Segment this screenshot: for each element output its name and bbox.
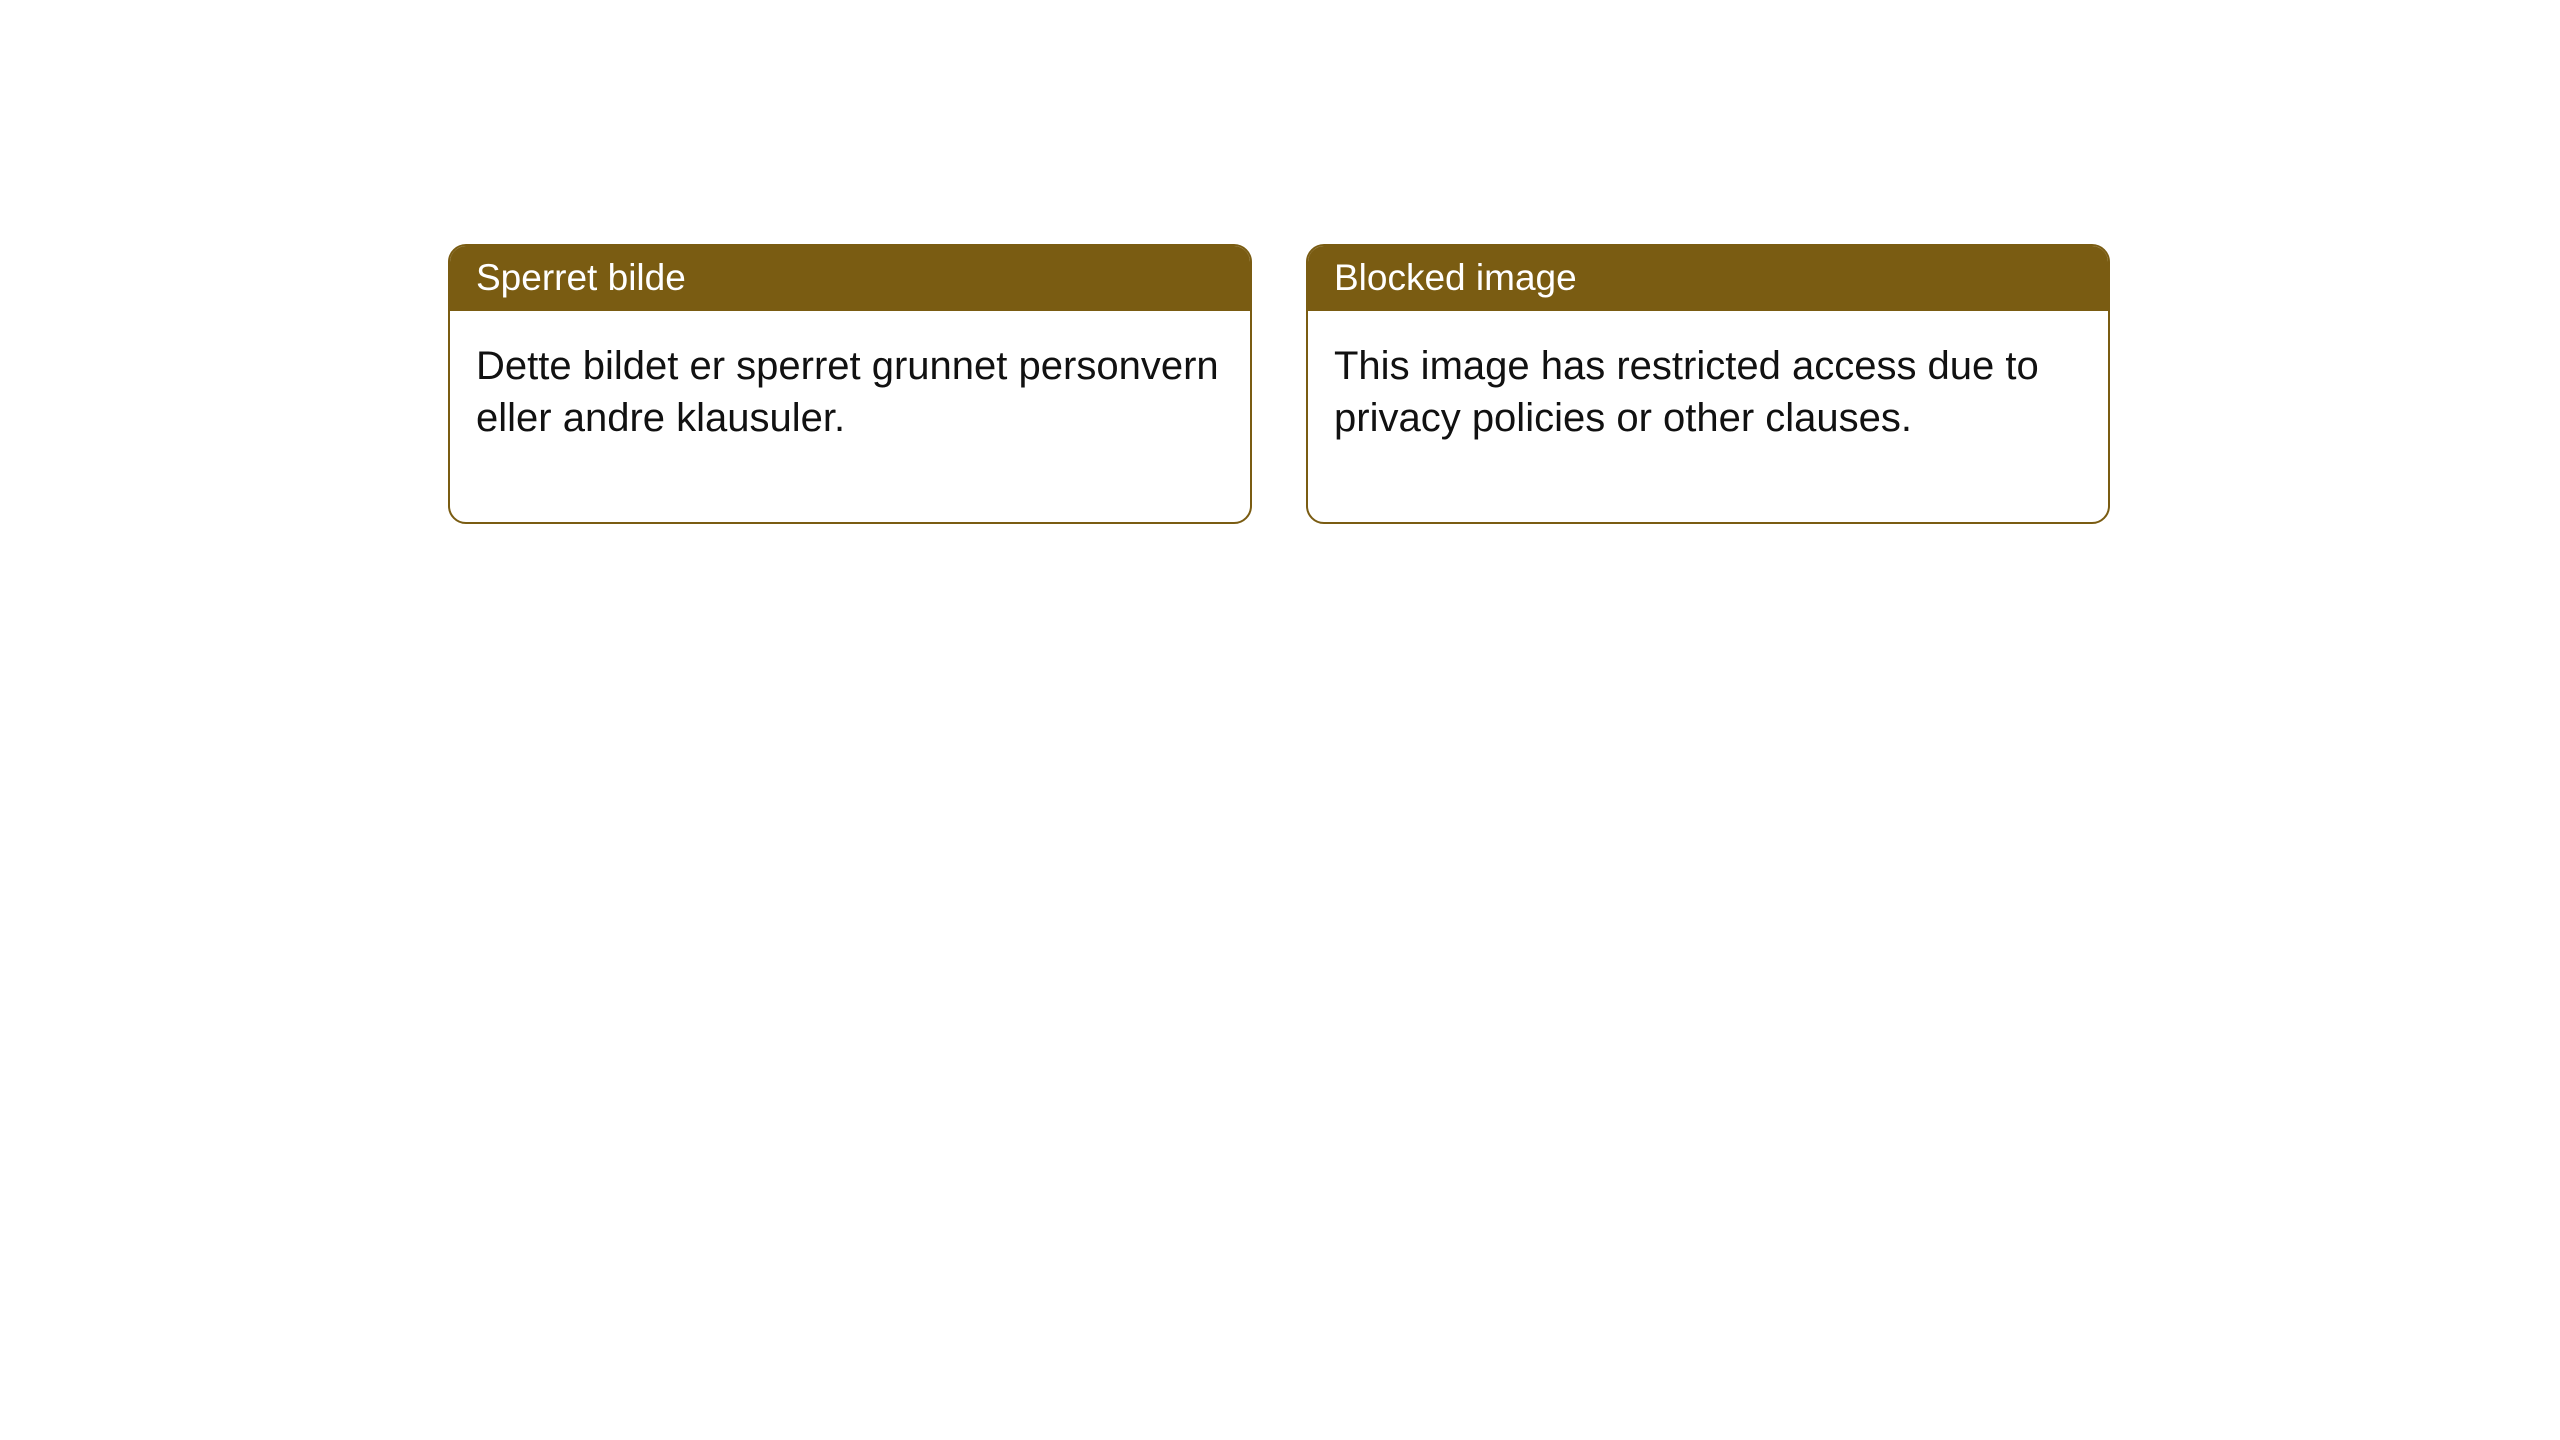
notice-header-english: Blocked image	[1308, 246, 2108, 311]
notice-body-norwegian: Dette bildet er sperret grunnet personve…	[450, 311, 1250, 522]
notice-header-norwegian: Sperret bilde	[450, 246, 1250, 311]
notice-box-norwegian: Sperret bilde Dette bildet er sperret gr…	[448, 244, 1252, 524]
notice-body-english: This image has restricted access due to …	[1308, 311, 2108, 522]
notice-container: Sperret bilde Dette bildet er sperret gr…	[448, 244, 2110, 524]
notice-box-english: Blocked image This image has restricted …	[1306, 244, 2110, 524]
